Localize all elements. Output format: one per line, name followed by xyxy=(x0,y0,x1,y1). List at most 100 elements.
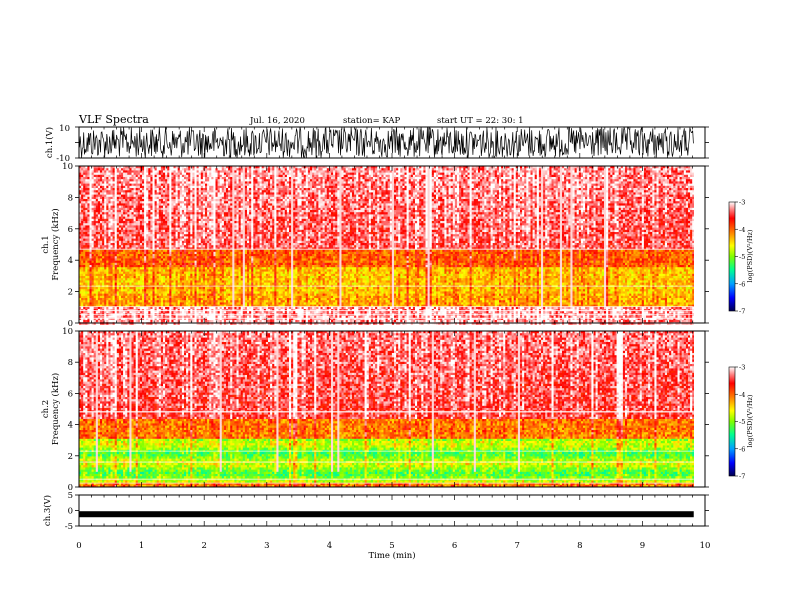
spectrogram-cell xyxy=(165,186,167,189)
spectrogram-cell xyxy=(127,291,129,294)
spectrogram-cell xyxy=(155,173,157,176)
spectrogram-cell xyxy=(100,234,102,237)
spectrogram-cell xyxy=(174,210,176,213)
spectrogram-cell xyxy=(134,236,136,239)
spectrogram-cell xyxy=(132,210,134,213)
spectrogram-cell xyxy=(161,203,163,206)
spectrogram-cell xyxy=(104,188,106,191)
spectrogram-cell xyxy=(90,278,92,281)
spectrogram-cell xyxy=(146,199,148,202)
spectrogram-cell xyxy=(94,300,96,303)
spectrogram-cell xyxy=(155,179,157,182)
spectrogram-cell xyxy=(176,201,178,204)
spectrogram-cell xyxy=(182,239,184,242)
spectrogram-cell xyxy=(134,195,136,198)
spectrogram-cell xyxy=(94,263,96,266)
spectrogram-cell xyxy=(83,217,85,220)
spectrogram-cell xyxy=(190,173,192,176)
spectrogram-cell xyxy=(132,177,134,180)
spectrogram-cell xyxy=(171,272,173,275)
spectrogram-cell xyxy=(92,208,94,211)
spectrogram-cell xyxy=(182,208,184,211)
spectrogram-cell xyxy=(161,245,163,248)
spectrogram-cell xyxy=(150,221,152,224)
spectrogram-cell xyxy=(178,190,180,193)
spectrogram-cell xyxy=(178,265,180,268)
spectrogram-cell xyxy=(113,192,115,195)
spectrogram-cell xyxy=(108,184,110,187)
spectrogram-cell xyxy=(171,232,173,235)
spectrogram-cell xyxy=(178,316,180,319)
spectrogram-cell xyxy=(136,179,138,182)
spectrogram-cell xyxy=(150,173,152,176)
spectrogram-cell xyxy=(140,280,142,283)
spectrogram-cell xyxy=(142,283,144,286)
spectrogram-cell xyxy=(123,192,125,195)
spectrogram-cell xyxy=(127,250,129,253)
spectrogram-cell xyxy=(87,197,89,200)
spectrogram-cell xyxy=(94,289,96,292)
spectrogram-cell xyxy=(136,252,138,255)
spectrogram-cell xyxy=(174,256,176,259)
spectrogram-cell xyxy=(178,243,180,246)
spectrogram-cell xyxy=(144,320,146,323)
spectrogram-cell xyxy=(188,289,190,292)
spectrogram-cell xyxy=(159,184,161,187)
spectrogram-cell xyxy=(163,265,165,268)
spectrogram-cell xyxy=(127,203,129,206)
spectrogram-cell xyxy=(167,302,169,305)
spectrogram-cell xyxy=(132,283,134,286)
spectrogram-cell xyxy=(81,294,83,297)
spectrogram-cell xyxy=(148,302,150,305)
spectrogram-cell xyxy=(188,184,190,187)
spectrogram-cell xyxy=(178,294,180,297)
spectrogram-cell xyxy=(83,263,85,266)
spectrogram-cell xyxy=(142,252,144,255)
spectrogram-cell xyxy=(98,208,100,211)
spectrogram-cell xyxy=(134,179,136,182)
spectrogram-cell xyxy=(167,243,169,246)
spectrogram-cell xyxy=(180,265,182,268)
spectrogram-cell xyxy=(176,223,178,226)
spectrogram-cell xyxy=(100,307,102,310)
spectrogram-cell xyxy=(134,316,136,319)
spectrogram-cell xyxy=(142,239,144,242)
spectrogram-cell xyxy=(106,181,108,184)
spectrogram-cell xyxy=(85,181,87,184)
spectrogram-cell xyxy=(176,280,178,283)
spectrogram-cell xyxy=(165,208,167,211)
spectrogram-cell xyxy=(90,168,92,171)
spectrogram-cell xyxy=(136,201,138,204)
spectrogram-cell xyxy=(169,208,171,211)
spectrogram-cell xyxy=(186,179,188,182)
spectrogram-cell xyxy=(155,316,157,319)
spectrogram-cell xyxy=(138,199,140,202)
spectrogram-cell xyxy=(190,177,192,180)
spectrogram-cell xyxy=(190,294,192,297)
spectrogram-cell xyxy=(138,311,140,314)
spectrogram-cell xyxy=(148,214,150,217)
spectrogram-cell xyxy=(180,201,182,204)
spectrogram-cell xyxy=(90,208,92,211)
spectrogram-cell xyxy=(167,278,169,281)
spectrogram-cell xyxy=(119,258,121,261)
spectrogram-cell xyxy=(186,175,188,178)
spectrogram-cell xyxy=(180,179,182,182)
spectrogram-cell xyxy=(165,311,167,314)
spectrogram-cell xyxy=(142,219,144,222)
spectrogram-cell xyxy=(94,203,96,206)
spectrogram-cell xyxy=(98,168,100,171)
spectrogram-cell xyxy=(144,228,146,231)
spectrogram-cell xyxy=(100,289,102,292)
spectrogram-cell xyxy=(125,256,127,259)
spectrogram-cell xyxy=(111,291,113,294)
spectrogram-cell xyxy=(159,269,161,272)
spectrogram-cell xyxy=(129,267,131,270)
spectrogram-cell xyxy=(190,217,192,220)
spectrogram-cell xyxy=(123,232,125,235)
spectrogram-cell xyxy=(94,316,96,319)
spectrogram-cell xyxy=(117,256,119,259)
spectrogram-cell xyxy=(117,199,119,202)
spectrogram-cell xyxy=(174,254,176,257)
spectrogram-cell xyxy=(140,258,142,261)
